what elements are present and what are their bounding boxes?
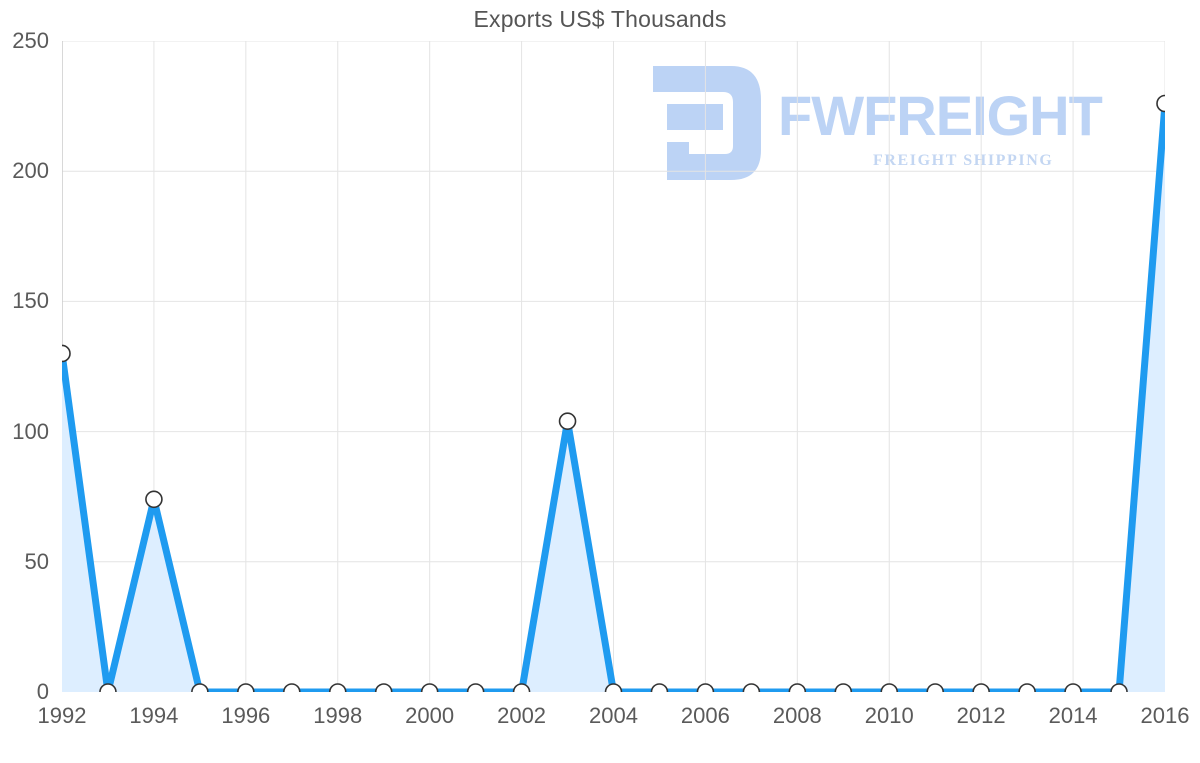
data-point-marker[interactable]: [558, 412, 577, 430]
x-axis-tick-label: 1992: [37, 703, 87, 728]
data-point-marker[interactable]: [99, 683, 117, 692]
data-point-marker[interactable]: [191, 683, 209, 692]
data-point-marker[interactable]: [466, 683, 485, 692]
data-point-marker[interactable]: [512, 683, 531, 692]
data-point-marker[interactable]: [237, 683, 255, 692]
data-point-marker[interactable]: [742, 683, 761, 692]
data-point-marker[interactable]: [696, 683, 715, 692]
data-point-marker[interactable]: [972, 683, 990, 692]
chart-title: Exports US$ Thousands: [473, 6, 727, 32]
x-axis-tick-label: 2008: [772, 703, 822, 728]
data-point-marker[interactable]: [788, 683, 807, 692]
data-point-marker[interactable]: [834, 683, 853, 692]
x-axis-tick-label: 2000: [405, 703, 455, 728]
plot-area: [62, 41, 1165, 692]
y-axis-tick-label: 200: [12, 158, 49, 184]
data-point-marker[interactable]: [62, 344, 71, 363]
grid-lines: [62, 41, 1165, 692]
data-point-marker[interactable]: [1018, 683, 1036, 692]
x-axis-tick-label: 1994: [129, 703, 179, 728]
data-point-marker[interactable]: [1110, 683, 1128, 692]
data-point-marker[interactable]: [926, 683, 945, 692]
x-axis-tick-label: 2012: [956, 703, 1006, 728]
data-point-marker[interactable]: [374, 683, 393, 692]
x-axis-tick-label: 2002: [497, 703, 547, 728]
series-area-fill: [62, 103, 1165, 692]
data-point-marker[interactable]: [145, 490, 163, 509]
data-point-marker[interactable]: [282, 683, 301, 692]
x-axis-tick-label: 2004: [589, 703, 638, 728]
data-point-marker[interactable]: [604, 683, 623, 692]
x-axis-tick-label: 2010: [864, 703, 914, 728]
y-axis-tick-label: 100: [12, 418, 49, 444]
data-point-marker[interactable]: [1156, 94, 1165, 113]
y-axis-tick-label: 50: [24, 548, 49, 574]
data-point-marker[interactable]: [1064, 683, 1082, 692]
y-axis-tick-label: 150: [12, 288, 49, 314]
data-point-marker[interactable]: [328, 683, 347, 692]
x-axis-tick-label: 2016: [1140, 703, 1190, 728]
data-point-marker[interactable]: [880, 683, 899, 692]
x-axis-tick-label: 2014: [1048, 703, 1098, 728]
data-point-marker[interactable]: [650, 683, 669, 692]
y-axis-tick-label: 250: [12, 28, 49, 53]
x-axis-tick-label: 1998: [313, 703, 363, 728]
x-axis-tick-label: 2006: [680, 703, 730, 728]
y-axis-tick-label: 0: [36, 679, 49, 704]
x-axis-tick-label: 1996: [221, 703, 271, 728]
data-point-marker[interactable]: [420, 683, 439, 692]
series-markers: [62, 94, 1165, 692]
